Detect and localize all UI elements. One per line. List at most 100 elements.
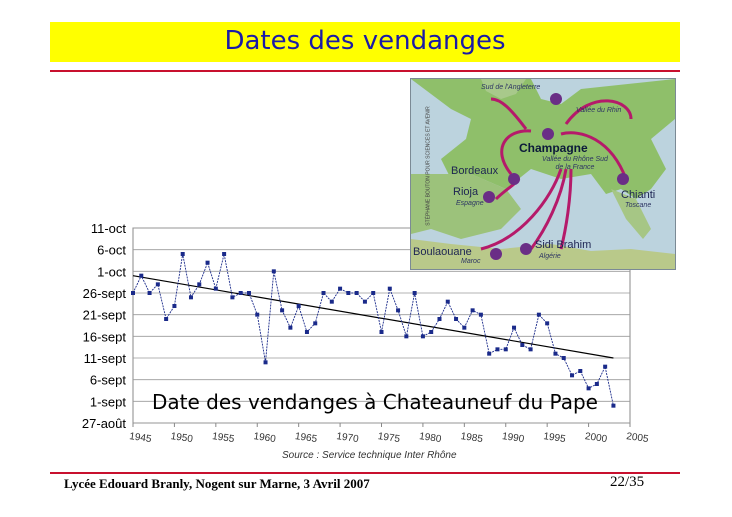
label-boulaouane: Boulaouane [413, 246, 472, 258]
data-point [180, 252, 185, 256]
data-point [445, 299, 450, 304]
data-point [321, 291, 326, 295]
data-point [346, 291, 351, 295]
label-toscane: Toscane [625, 202, 652, 209]
wine-region-map: STÉPHANE BOUTON POUR SCIENCES ET AVENIR … [410, 78, 676, 270]
data-point [139, 273, 144, 278]
data-point [213, 286, 218, 291]
chart-source: Source : Service technique Inter Rhône [282, 450, 457, 461]
label-espagne: Espagne [456, 200, 484, 207]
label-sidi-brahim: Sidi Brahim [535, 239, 592, 251]
data-point [396, 308, 401, 313]
data-point [487, 351, 492, 356]
data-point [495, 347, 500, 352]
data-point [387, 286, 392, 291]
data-point [561, 356, 566, 360]
chart-caption: Date des vendanges à Chateauneuf du Pape [152, 390, 598, 414]
slide-title: Dates des vendanges [224, 26, 506, 56]
data-point [371, 291, 376, 295]
data-point [255, 312, 260, 317]
data-point [313, 321, 318, 326]
data-point [304, 330, 309, 334]
data-point [528, 347, 533, 352]
data-point [288, 325, 293, 330]
data-point [470, 308, 475, 313]
data-point [147, 291, 152, 295]
y-tick-label: 16-sept [83, 329, 127, 344]
x-tick-label: 1965 [294, 431, 318, 445]
data-point [296, 304, 301, 308]
bottom-divider [50, 472, 680, 474]
map-graphic [411, 79, 675, 269]
x-tick-label: 1960 [253, 431, 277, 445]
data-point [462, 325, 467, 330]
data-point [362, 299, 367, 304]
y-tick-label: 26-sept [83, 286, 127, 301]
data-point [603, 364, 608, 369]
x-tick-label: 1985 [460, 431, 484, 445]
data-point [222, 252, 227, 256]
trend-line [132, 275, 614, 359]
label-bordeaux: Bordeaux [451, 165, 499, 177]
y-tick-label: 21-sept [83, 308, 127, 323]
y-tick-label: 11-oct [91, 221, 127, 236]
data-point [172, 304, 177, 308]
data-point [553, 351, 558, 356]
data-point [478, 312, 483, 317]
data-point [246, 291, 251, 295]
data-point [404, 334, 409, 339]
x-tick-label: 1980 [418, 431, 442, 445]
x-tick-label: 1950 [170, 431, 194, 445]
y-tick-label: 6-sept [90, 373, 127, 388]
data-point [263, 360, 268, 365]
footer-text: Lycée Edouard Branly, Nogent sur Marne, … [64, 476, 370, 491]
data-point [412, 291, 417, 295]
label-algerie: Algérie [539, 253, 561, 260]
data-point [586, 386, 591, 391]
top-divider [50, 70, 680, 72]
data-point [536, 312, 541, 317]
data-point [230, 295, 235, 300]
data-point [503, 347, 508, 352]
data-point [188, 295, 193, 300]
data-point [570, 373, 575, 378]
data-point [520, 343, 525, 347]
data-point [155, 282, 160, 287]
label-chianti: Chianti [621, 189, 656, 201]
data-point [594, 382, 599, 386]
x-tick-label: 1970 [336, 431, 360, 445]
data-point [280, 308, 285, 313]
label-sud-angleterre: Sud de l'Angleterre [481, 84, 541, 91]
data-point [429, 330, 434, 334]
data-point [379, 330, 384, 334]
map-credit: STÉPHANE BOUTON POUR SCIENCES ET AVENIR [425, 106, 432, 226]
y-tick-label: 1-oct [97, 264, 126, 279]
label-vallee-rhone: Vallée du Rhône Sud de la France [542, 156, 608, 171]
data-point [197, 282, 202, 287]
data-point [238, 291, 243, 295]
x-tick-label: 1990 [501, 431, 525, 445]
y-tick-label: 6-oct [97, 243, 126, 258]
x-tick-label: 1945 [129, 431, 153, 445]
data-point [454, 317, 459, 321]
data-point [329, 299, 334, 304]
x-tick-label: 1975 [377, 431, 401, 445]
x-tick-label: 1995 [543, 431, 567, 445]
page-number: 22/35 [610, 474, 645, 490]
y-tick-label: 27-août [82, 416, 126, 431]
y-tick-label: 1-sept [90, 394, 127, 409]
title-band: Dates des vendanges [50, 22, 680, 62]
label-rioja: Rioja [453, 186, 479, 198]
y-tick-label: 11-sept [84, 351, 127, 366]
label-vallee-rhin: Vallée du Rhin [576, 107, 622, 114]
data-point [578, 369, 583, 373]
data-point [271, 269, 276, 274]
label-champagne: Champagne [519, 141, 588, 155]
data-point [420, 334, 425, 339]
x-tick-label: 2005 [626, 431, 650, 445]
data-point [545, 321, 550, 326]
data-point [611, 403, 616, 408]
data-point [512, 325, 517, 330]
x-tick-label: 2000 [584, 431, 608, 445]
data-point [131, 291, 135, 295]
